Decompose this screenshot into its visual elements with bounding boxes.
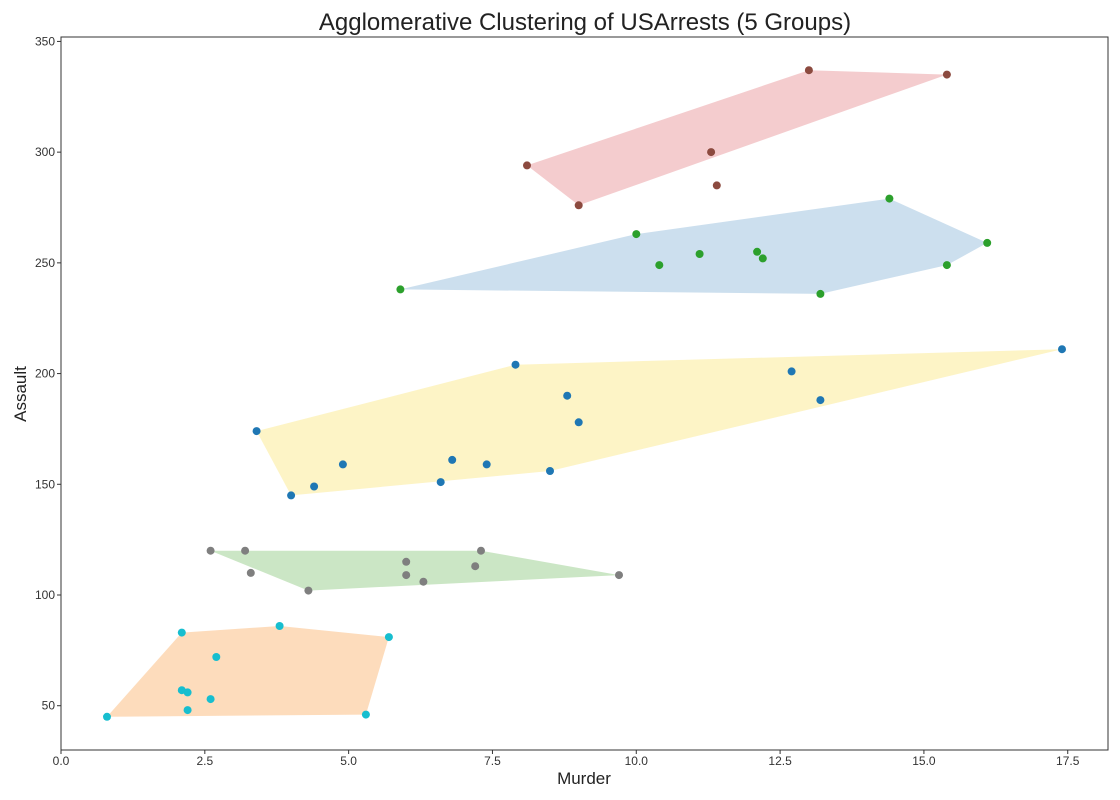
cluster-2-point: [402, 571, 411, 580]
cluster-1-point: [384, 633, 393, 642]
y-tick-label: 300: [35, 145, 55, 159]
cluster-2-point: [477, 546, 485, 555]
y-tick-label: 350: [35, 34, 55, 48]
cluster-2-hull: [210, 550, 619, 591]
x-axis-label: Murder: [557, 769, 611, 788]
cluster-4-hull: [400, 198, 988, 294]
cluster-4-point: [885, 194, 894, 203]
cluster-5-point: [942, 70, 951, 79]
cluster-1-point: [212, 653, 221, 661]
cluster-1-point: [206, 695, 215, 704]
y-tick-label: 250: [35, 256, 55, 270]
x-tick-label: 2.5: [196, 754, 213, 768]
y-axis-ticks: 50 100 150 200 250 300 350: [35, 34, 61, 713]
cluster-3-point: [287, 491, 296, 500]
cluster-3-point: [563, 391, 572, 400]
x-tick-label: 12.5: [768, 754, 792, 768]
cluster-2-point: [206, 546, 215, 555]
cluster-5-point: [712, 181, 721, 190]
cluster-3-point: [511, 360, 520, 369]
x-tick-label: 10.0: [625, 754, 649, 768]
y-tick-label: 150: [35, 477, 55, 491]
cluster-1-hull: [107, 626, 389, 717]
cluster-5-point: [523, 161, 531, 170]
cluster-2-point: [615, 571, 623, 580]
cluster-4-point: [396, 285, 405, 294]
x-tick-label: 0.0: [53, 754, 70, 768]
cluster-5-hull: [527, 70, 947, 206]
cluster-5-point: [574, 201, 583, 210]
cluster-1-point: [275, 622, 284, 630]
cluster-3-point: [574, 418, 583, 427]
cluster-2-point: [402, 557, 411, 566]
cluster-4-point: [816, 289, 825, 298]
cluster-1-point: [103, 712, 111, 721]
cluster-3-point: [482, 460, 491, 469]
plot-frame: [60, 36, 1109, 751]
y-tick-label: 50: [42, 699, 56, 713]
cluster-2-point: [419, 577, 428, 586]
cluster-5-point: [707, 148, 716, 157]
cluster-4-point: [983, 238, 992, 247]
x-axis-ticks: 0.0 2.5 5.0 7.5 10.0 12.5 15.0 17.5: [53, 750, 1080, 768]
cluster-2-point: [241, 546, 250, 555]
cluster-3-point: [1058, 345, 1066, 354]
x-tick-label: 7.5: [484, 754, 501, 768]
cluster-1-point: [183, 688, 192, 697]
cluster-4-point: [632, 230, 641, 239]
cluster-4-point: [695, 250, 704, 258]
cluster-4-point: [942, 261, 951, 270]
x-tick-label: 15.0: [912, 754, 936, 768]
y-tick-label: 100: [35, 588, 55, 602]
x-tick-label: 5.0: [340, 754, 357, 768]
cluster-3-point: [816, 396, 825, 405]
cluster-4-point: [753, 247, 762, 256]
cluster-3-point: [338, 460, 347, 469]
cluster-3-point: [787, 367, 796, 376]
cluster-5-point: [804, 66, 813, 75]
cluster-2-point: [304, 586, 313, 595]
cluster-3-point: [252, 427, 261, 436]
cluster-3-point: [546, 467, 554, 475]
cluster-4-point: [758, 254, 767, 263]
data-points: [103, 66, 1066, 721]
x-tick-label: 17.5: [1056, 754, 1080, 768]
cluster-1-point: [177, 628, 186, 637]
y-axis-label: Assault: [11, 366, 30, 422]
cluster-4-point: [655, 261, 664, 270]
cluster-3-point: [310, 482, 319, 491]
cluster-1-point: [183, 706, 192, 715]
cluster-1-point: [361, 710, 370, 719]
cluster-3-point: [436, 478, 445, 487]
y-tick-label: 200: [35, 367, 55, 381]
cluster-3-point: [448, 455, 457, 464]
cluster-hulls: [107, 70, 1063, 717]
chart-title: Agglomerative Clustering of USArrests (5…: [319, 9, 851, 36]
cluster-2-point: [246, 568, 255, 577]
cluster-2-point: [471, 562, 480, 571]
cluster-3-hull: [256, 349, 1063, 496]
